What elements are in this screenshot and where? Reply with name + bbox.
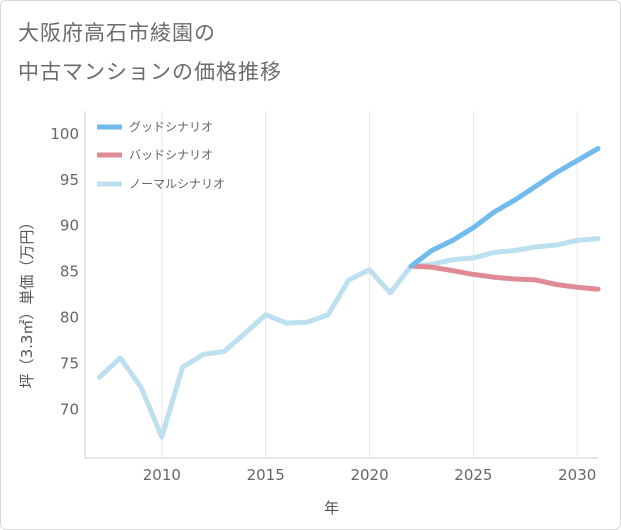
series-line-bad xyxy=(408,263,601,292)
x-tick-label: 2015 xyxy=(247,466,285,484)
y-tick-label: 70 xyxy=(60,400,79,418)
y-tick-label: 90 xyxy=(60,217,79,235)
y-axis-label: 坪（3.3㎡）単価（万円） xyxy=(18,215,36,389)
x-axis-label: 年 xyxy=(324,499,339,517)
x-tick-label: 2025 xyxy=(454,466,492,484)
series-line-normal xyxy=(97,236,601,440)
legend-label-bad: バッドシナリオ xyxy=(129,148,213,162)
series-line-good xyxy=(408,146,601,269)
x-tick-label: 2030 xyxy=(558,466,596,484)
y-tick-label: 80 xyxy=(60,309,79,327)
legend-label-normal: ノーマルシナリオ xyxy=(129,177,225,191)
x-tick-label: 2010 xyxy=(143,466,181,484)
y-tick-label: 75 xyxy=(60,354,79,372)
legend-label-good: グッドシナリオ xyxy=(129,120,213,134)
y-tick-label: 95 xyxy=(60,171,79,189)
x-tick-label: 2020 xyxy=(350,466,388,484)
y-tick-label: 100 xyxy=(50,125,79,143)
series-lines xyxy=(97,146,601,440)
chart-title-line2: 中古マンションの価格推移 xyxy=(18,60,282,84)
y-tick-label: 85 xyxy=(60,263,79,281)
chart-title-line1: 大阪府高石市綾園の xyxy=(18,21,216,45)
axes: 2010 2015 2020 2025 2030 70 75 80 85 90 95 100 xyxy=(50,111,598,484)
